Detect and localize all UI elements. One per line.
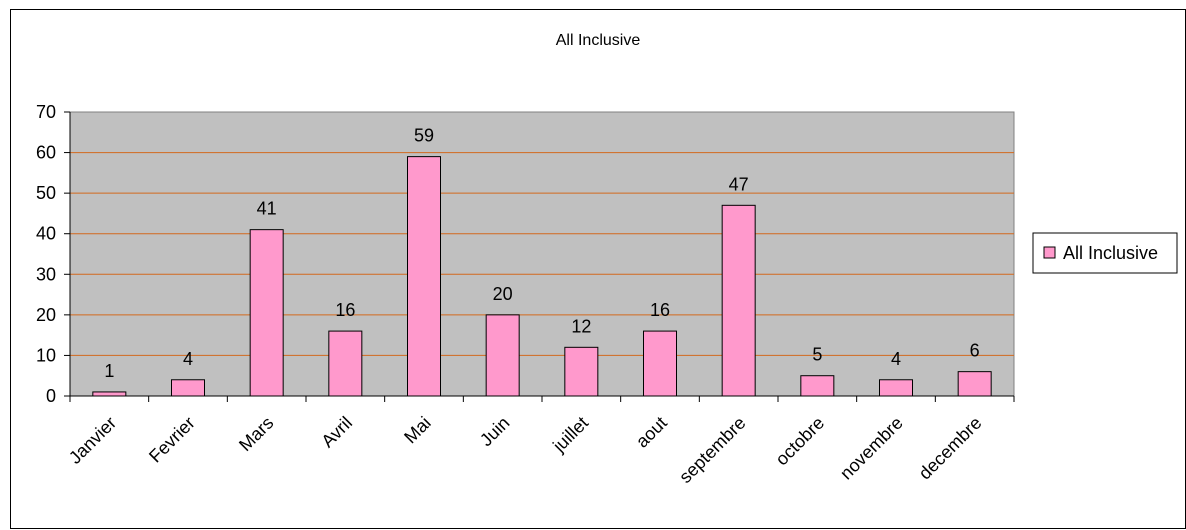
bar bbox=[957, 371, 992, 397]
data-label: 41 bbox=[257, 199, 277, 219]
y-tick-label: 30 bbox=[36, 264, 56, 284]
bar bbox=[643, 330, 677, 397]
x-tick-label: novembre bbox=[836, 413, 907, 484]
y-tick-label: 40 bbox=[36, 224, 56, 244]
bar bbox=[407, 156, 441, 397]
plot-background bbox=[69, 111, 1015, 397]
y-tick-label: 20 bbox=[36, 305, 56, 325]
x-tick-label: septembre bbox=[675, 413, 749, 487]
x-tick-label: Juin bbox=[476, 413, 513, 450]
y-tick-label: 0 bbox=[46, 386, 56, 406]
x-tick-label: octobre bbox=[772, 413, 829, 470]
bar bbox=[721, 204, 756, 397]
bar bbox=[485, 314, 520, 397]
y-tick-label: 60 bbox=[36, 143, 56, 163]
bar bbox=[249, 229, 284, 397]
data-label: 16 bbox=[335, 300, 355, 320]
x-tick-label: Mai bbox=[400, 413, 435, 448]
x-tick-label: Fevrier bbox=[145, 413, 199, 467]
legend: All Inclusive bbox=[1032, 232, 1178, 274]
y-tick-label: 10 bbox=[36, 345, 56, 365]
legend-label: All Inclusive bbox=[1063, 243, 1158, 263]
x-tick-label: Avril bbox=[317, 413, 356, 452]
data-label: 4 bbox=[183, 349, 193, 369]
data-label: 12 bbox=[571, 316, 591, 336]
legend-box bbox=[1032, 232, 1178, 274]
chart-title: All Inclusive bbox=[556, 32, 641, 49]
legend-swatch bbox=[1043, 246, 1056, 259]
x-tick-label: Janvier bbox=[65, 413, 120, 468]
x-tick-label: juillet bbox=[548, 413, 592, 457]
y-tick-label: 50 bbox=[36, 183, 56, 203]
data-label: 20 bbox=[493, 284, 513, 304]
data-label: 16 bbox=[650, 300, 670, 320]
data-label: 5 bbox=[812, 345, 822, 365]
x-tick-label: decembre bbox=[915, 413, 986, 484]
data-label: 6 bbox=[970, 341, 980, 361]
bar bbox=[92, 391, 127, 397]
plot-area: 0 10 20 30 40 50 60 70 1 Janvier 4 Fevrier 41 Mars 16 A… bbox=[36, 102, 1015, 487]
bar bbox=[171, 379, 205, 397]
bar bbox=[800, 375, 835, 397]
bar bbox=[564, 346, 599, 397]
data-label: 47 bbox=[729, 174, 749, 194]
x-tick-label: Mars bbox=[235, 413, 277, 455]
data-label: 59 bbox=[414, 126, 434, 146]
x-tick-label: aout bbox=[632, 413, 671, 452]
data-label: 1 bbox=[104, 361, 114, 381]
bar bbox=[328, 330, 363, 397]
data-label: 4 bbox=[891, 349, 901, 369]
bar bbox=[879, 379, 913, 397]
y-tick-label: 70 bbox=[36, 102, 56, 122]
